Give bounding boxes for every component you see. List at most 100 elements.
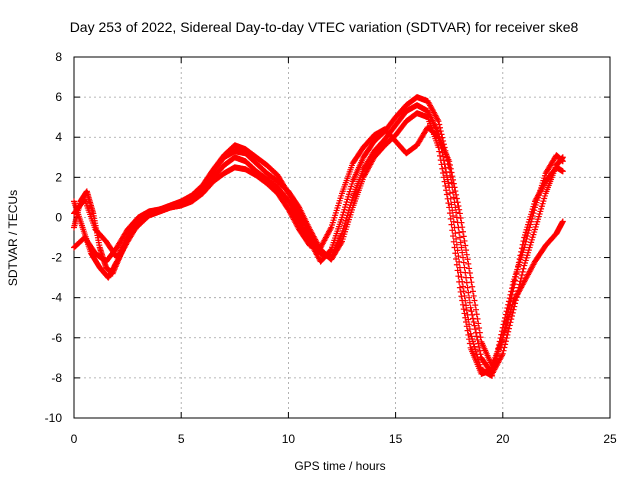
series-track-c: [71, 94, 566, 377]
axis-ticks: [73, 56, 611, 419]
data-point: [437, 128, 444, 135]
data-point: [443, 191, 450, 198]
data-point: [503, 308, 510, 315]
data-point: [454, 199, 461, 206]
data-points: [71, 94, 566, 379]
data-point: [445, 180, 452, 187]
data-point: [447, 165, 454, 172]
data-point: [442, 165, 449, 172]
data-point: [466, 265, 473, 272]
data-point: [446, 190, 453, 197]
data-point: [470, 319, 477, 326]
data-point: [476, 329, 483, 336]
y-tick-label: -8: [51, 371, 62, 385]
data-point: [525, 230, 532, 237]
data-point: [469, 283, 476, 290]
data-point: [436, 121, 443, 128]
data-point: [518, 272, 525, 279]
data-point: [458, 244, 465, 251]
data-point: [449, 207, 456, 214]
y-tick-label: 2: [55, 170, 62, 184]
data-point: [506, 295, 513, 302]
data-point: [456, 234, 463, 241]
data-point: [459, 283, 466, 290]
data-point: [453, 241, 460, 248]
data-point: [468, 308, 475, 315]
data-point: [440, 170, 447, 177]
data-point: [453, 195, 460, 202]
data-point: [463, 247, 470, 254]
data-point: [452, 188, 459, 195]
data-point: [447, 195, 454, 202]
data-point: [452, 204, 459, 211]
data-point: [445, 200, 452, 207]
data-point: [457, 215, 464, 222]
y-tick-label: -4: [51, 291, 62, 305]
data-point: [471, 322, 478, 329]
data-point: [528, 215, 535, 222]
y-axis-label: SDTVAR / TECUs: [6, 190, 20, 286]
data-point: [471, 297, 478, 304]
data-point: [455, 273, 462, 280]
data-point: [437, 124, 444, 131]
chart-title: Day 253 of 2022, Sidereal Day-to-day VTE…: [70, 19, 579, 35]
data-point: [466, 321, 473, 328]
data-point: [461, 264, 468, 271]
data-point: [459, 249, 466, 256]
data-point: [460, 288, 467, 295]
data-point: [461, 310, 468, 317]
x-tick-label: 5: [178, 432, 185, 446]
data-point: [439, 165, 446, 172]
y-tick-label: -6: [51, 331, 62, 345]
data-point: [461, 237, 468, 244]
data-point: [451, 184, 458, 191]
data-point: [456, 210, 463, 217]
data-point: [460, 259, 467, 266]
data-point: [448, 169, 455, 176]
data-point: [457, 288, 464, 295]
data-point: [524, 233, 531, 240]
x-tick-label: 25: [603, 432, 617, 446]
data-point: [449, 173, 456, 180]
data-point: [456, 258, 463, 265]
data-point: [469, 288, 476, 295]
data-point: [448, 201, 455, 208]
data-point: [501, 344, 508, 351]
x-tick-label: 20: [496, 432, 510, 446]
data-point: [508, 288, 515, 295]
data-point: [450, 180, 457, 187]
data-point: [456, 284, 463, 291]
data-point: [505, 328, 512, 335]
data-point: [526, 224, 533, 231]
data-point: [455, 202, 462, 209]
data-point: [456, 229, 463, 236]
y-tick-label: 8: [55, 50, 62, 64]
data-point: [500, 347, 507, 354]
data-point: [530, 210, 537, 217]
data-point: [508, 285, 515, 292]
data-point: [477, 351, 484, 358]
data-point: [455, 253, 462, 260]
data-point: [525, 227, 532, 234]
data-point: [446, 158, 453, 165]
data-point: [477, 334, 484, 341]
x-tick-label: 10: [282, 432, 296, 446]
plot-frame: [73, 56, 611, 419]
data-point: [474, 315, 481, 322]
data-point: [456, 206, 463, 213]
data-point: [559, 154, 566, 161]
data-point: [446, 162, 453, 169]
data-point: [504, 304, 511, 311]
data-point: [444, 176, 451, 183]
data-point: [465, 316, 472, 323]
data-point: [501, 318, 508, 325]
data-point: [464, 256, 471, 263]
data-point: [454, 247, 461, 254]
data-point: [466, 270, 473, 277]
data-point: [522, 241, 529, 248]
data-point: [475, 320, 482, 327]
data-point: [470, 292, 477, 299]
data-point: [476, 325, 483, 332]
data-point: [450, 213, 457, 220]
